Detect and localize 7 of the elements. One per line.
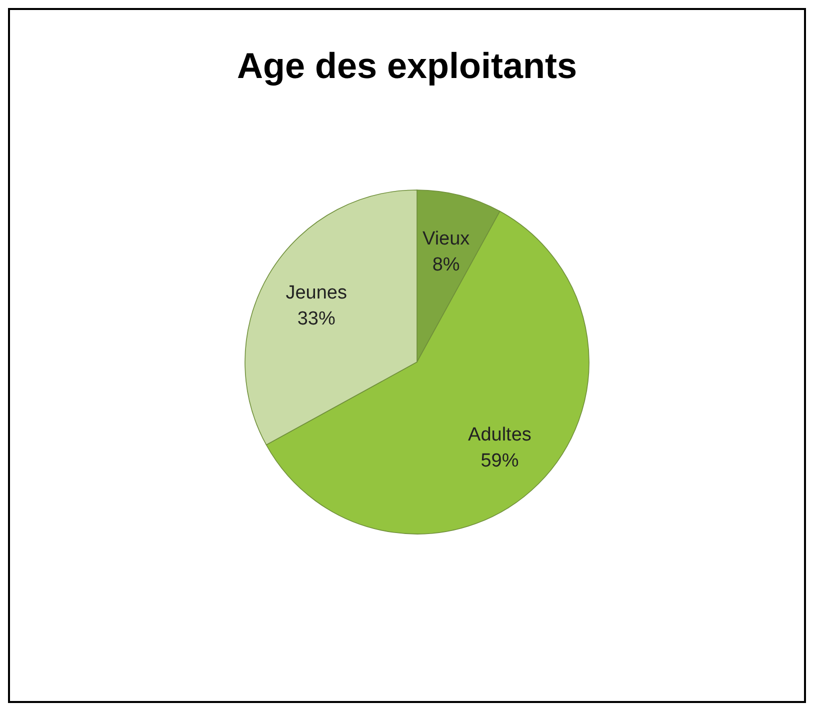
chart-title: Age des exploitants <box>236 45 578 86</box>
data-label: 33% <box>297 308 336 330</box>
slice-label: Vieux <box>422 228 470 250</box>
data-label: 8% <box>432 254 460 276</box>
slice-label: Adultes <box>468 424 532 446</box>
data-label: 59% <box>480 450 519 472</box>
slice-label: Jeunes <box>286 282 347 304</box>
